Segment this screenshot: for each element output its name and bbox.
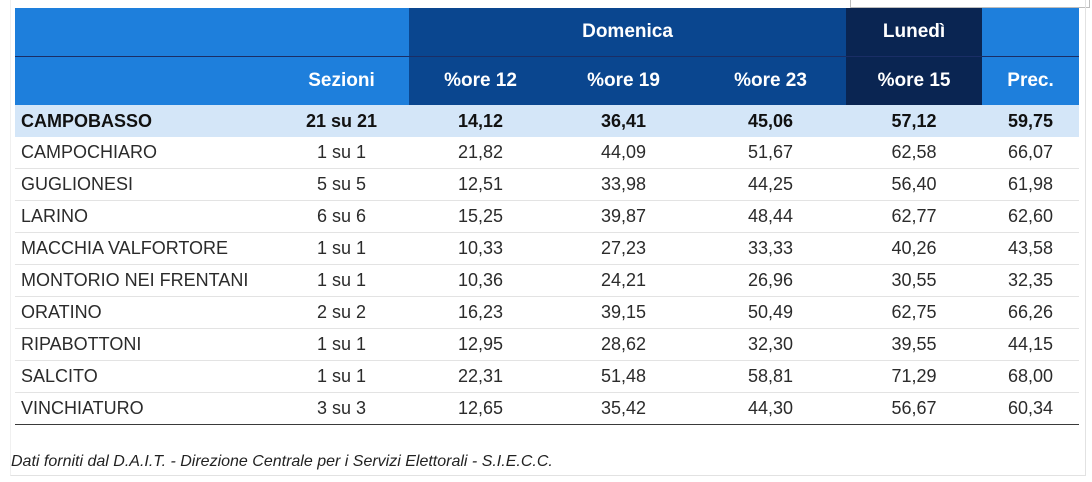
column-header-ore23: %ore 23	[695, 56, 847, 105]
cell-ore15: 40,26	[846, 232, 983, 265]
cell-ore12: 21,82	[409, 137, 552, 169]
cell-prec: 44,15	[982, 328, 1080, 361]
cell-ore19: 36,41	[552, 105, 695, 137]
cell-ore15: 62,75	[846, 296, 983, 329]
cell-comune: GUGLIONESI	[15, 168, 274, 201]
cell-prec: 60,34	[982, 392, 1080, 425]
cell-comune: CAMPOBASSO	[15, 105, 274, 137]
header-group-monday: Lunedì	[846, 8, 983, 57]
cell-comune: MACCHIA VALFORTORE	[15, 232, 274, 265]
cell-prec: 62,60	[982, 200, 1080, 233]
table-row: LARINO 6 su 6 15,25 39,87 48,44 62,77 62…	[15, 200, 1080, 233]
cell-ore12: 12,95	[409, 328, 552, 361]
cell-ore15: 39,55	[846, 328, 983, 361]
cell-prec: 66,07	[982, 137, 1080, 169]
cell-ore19: 51,48	[552, 360, 695, 393]
column-header-prec: Prec.	[982, 56, 1080, 105]
cell-ore12: 10,36	[409, 264, 552, 297]
table-row: GUGLIONESI 5 su 5 12,51 33,98 44,25 56,4…	[15, 168, 1080, 201]
cell-prec: 66,26	[982, 296, 1080, 329]
header-group-row: Domenica Lunedì	[15, 8, 1080, 57]
turnout-table: Domenica Lunedì Sezioni %ore 12 %ore 19 …	[15, 8, 1080, 425]
header-group-blank	[15, 8, 274, 57]
header-group-sunday: Domenica	[409, 8, 847, 57]
cell-comune: VINCHIATURO	[15, 392, 274, 425]
cell-ore23: 44,30	[695, 392, 847, 425]
cell-sezioni: 6 su 6	[274, 200, 409, 233]
column-header-sezioni: Sezioni	[274, 56, 409, 105]
cell-ore15: 62,58	[846, 137, 983, 169]
top-tab-edge	[850, 0, 1090, 8]
column-header-ore19: %ore 19	[552, 56, 695, 105]
cell-prec: 61,98	[982, 168, 1080, 201]
cell-sezioni: 1 su 1	[274, 232, 409, 265]
cell-prec: 43,58	[982, 232, 1080, 265]
cell-ore12: 12,51	[409, 168, 552, 201]
cell-sezioni: 1 su 1	[274, 360, 409, 393]
cell-ore23: 26,96	[695, 264, 847, 297]
header-group-blank	[274, 8, 409, 57]
cell-ore12: 12,65	[409, 392, 552, 425]
cell-ore19: 39,15	[552, 296, 695, 329]
cell-comune: SALCITO	[15, 360, 274, 393]
cell-sezioni: 2 su 2	[274, 296, 409, 329]
cell-sezioni: 1 su 1	[274, 264, 409, 297]
cell-comune: CAMPOCHIARO	[15, 137, 274, 169]
cell-ore19: 28,62	[552, 328, 695, 361]
cell-ore15: 56,40	[846, 168, 983, 201]
table-row: ORATINO 2 su 2 16,23 39,15 50,49 62,75 6…	[15, 296, 1080, 329]
cell-sezioni: 21 su 21	[274, 105, 409, 137]
table-row-total: CAMPOBASSO 21 su 21 14,12 36,41 45,06 57…	[15, 105, 1080, 137]
cell-ore12: 10,33	[409, 232, 552, 265]
cell-ore23: 32,30	[695, 328, 847, 361]
table-row: RIPABOTTONI 1 su 1 12,95 28,62 32,30 39,…	[15, 328, 1080, 361]
cell-ore19: 24,21	[552, 264, 695, 297]
cell-ore23: 33,33	[695, 232, 847, 265]
table-row: SALCITO 1 su 1 22,31 51,48 58,81 71,29 6…	[15, 360, 1080, 393]
cell-ore23: 58,81	[695, 360, 847, 393]
cell-ore15: 71,29	[846, 360, 983, 393]
column-header-comune	[15, 56, 274, 105]
cell-ore19: 44,09	[552, 137, 695, 169]
cell-comune: RIPABOTTONI	[15, 328, 274, 361]
results-card	[10, 0, 1086, 476]
table-row: MONTORIO NEI FRENTANI 1 su 1 10,36 24,21…	[15, 264, 1080, 297]
cell-ore19: 33,98	[552, 168, 695, 201]
cell-prec: 68,00	[982, 360, 1080, 393]
cell-sezioni: 1 su 1	[274, 328, 409, 361]
cell-ore19: 39,87	[552, 200, 695, 233]
cell-ore15: 56,67	[846, 392, 983, 425]
cell-comune: ORATINO	[15, 296, 274, 329]
cell-ore23: 48,44	[695, 200, 847, 233]
cell-ore15: 30,55	[846, 264, 983, 297]
cell-sezioni: 1 su 1	[274, 137, 409, 169]
cell-ore19: 27,23	[552, 232, 695, 265]
table-row: MACCHIA VALFORTORE 1 su 1 10,33 27,23 33…	[15, 232, 1080, 265]
cell-ore19: 35,42	[552, 392, 695, 425]
header-group-blank	[982, 8, 1080, 57]
cell-comune: MONTORIO NEI FRENTANI	[15, 264, 274, 297]
cell-ore23: 44,25	[695, 168, 847, 201]
cell-comune: LARINO	[15, 200, 274, 233]
cell-prec: 32,35	[982, 264, 1080, 297]
cell-ore12: 14,12	[409, 105, 552, 137]
header-column-row: Sezioni %ore 12 %ore 19 %ore 23 %ore 15 …	[15, 56, 1080, 105]
cell-ore15: 57,12	[846, 105, 983, 137]
cell-sezioni: 3 su 3	[274, 392, 409, 425]
cell-ore12: 15,25	[409, 200, 552, 233]
source-footnote: Dati forniti dal D.A.I.T. - Direzione Ce…	[11, 453, 553, 470]
cell-ore23: 45,06	[695, 105, 847, 137]
cell-ore12: 16,23	[409, 296, 552, 329]
table-row: VINCHIATURO 3 su 3 12,65 35,42 44,30 56,…	[15, 392, 1080, 425]
cell-ore23: 50,49	[695, 296, 847, 329]
cell-ore15: 62,77	[846, 200, 983, 233]
cell-ore23: 51,67	[695, 137, 847, 169]
table-row: CAMPOCHIARO 1 su 1 21,82 44,09 51,67 62,…	[15, 137, 1080, 169]
cell-prec: 59,75	[982, 105, 1080, 137]
cell-ore12: 22,31	[409, 360, 552, 393]
column-header-ore15: %ore 15	[846, 56, 983, 105]
cell-sezioni: 5 su 5	[274, 168, 409, 201]
column-header-ore12: %ore 12	[409, 56, 552, 105]
